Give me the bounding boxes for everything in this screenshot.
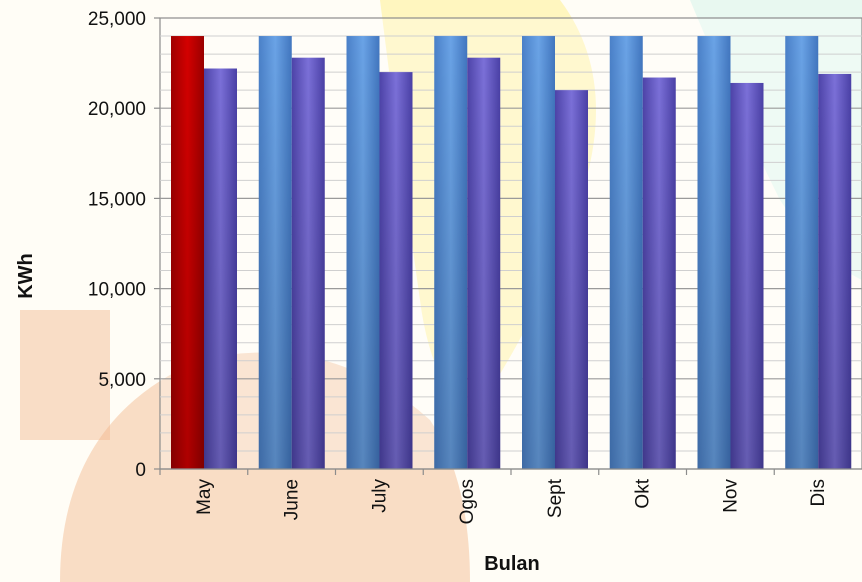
y-tick-labels: 0 5,000 10,000 15,000 20,000 25,000 — [88, 9, 160, 481]
bar-shade — [258, 36, 292, 469]
x-axis-title: Bulan — [484, 553, 540, 575]
y-tick-label: 25,000 — [88, 9, 146, 30]
bar-shade — [609, 36, 643, 469]
x-tick-label: Nov — [720, 479, 741, 513]
bar-shade — [785, 36, 819, 469]
y-tick-label: 5,000 — [98, 370, 146, 391]
x-tick-label: July — [369, 479, 390, 513]
bar-shade — [555, 90, 588, 469]
bar-shade — [697, 36, 731, 469]
y-tick-label: 15,000 — [88, 189, 146, 210]
bar-shade — [522, 36, 555, 469]
y-tick-label: 10,000 — [88, 280, 146, 301]
bars — [171, 36, 852, 470]
x-tick-label: Dis — [808, 479, 829, 506]
y-tick-label: 20,000 — [88, 99, 146, 120]
bar-shade — [379, 72, 413, 470]
bar-shade — [467, 57, 501, 470]
y-tick-label: 0 — [135, 460, 146, 481]
x-tick-labels: May June July Ogos Sept Okt Nov Dis — [159, 469, 829, 524]
bar-shade — [171, 36, 204, 469]
x-tick-label: Sept — [545, 478, 566, 518]
x-tick-label: Ogos — [457, 479, 478, 524]
y-axis-title: KWh — [15, 253, 37, 299]
bar-shade — [730, 82, 764, 469]
x-tick-label: Okt — [633, 478, 654, 508]
bar-shade — [346, 36, 380, 469]
bar-shade — [204, 68, 237, 470]
bar-shade — [642, 77, 676, 470]
x-tick-label: June — [282, 479, 303, 520]
bar-shade — [291, 57, 325, 470]
bar-shade — [434, 36, 468, 469]
bar-shade — [818, 73, 852, 469]
x-tick-label: May — [194, 479, 215, 515]
